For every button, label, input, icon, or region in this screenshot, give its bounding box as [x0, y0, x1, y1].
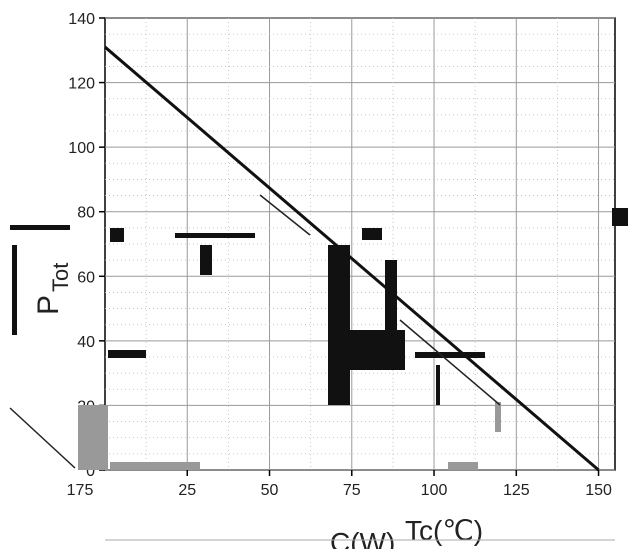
x-tick-label: 100	[421, 482, 448, 499]
x-tick-label: 50	[261, 482, 279, 499]
x-tick-label: 25	[178, 482, 196, 499]
y-axis-title-subscript: Tot	[48, 263, 73, 292]
y-axis-title-main: P	[32, 295, 65, 315]
scan-artifact-band	[9, 194, 628, 470]
x-tick-label: 150	[585, 482, 612, 499]
grid	[105, 17, 615, 471]
x-tick-label: 125	[503, 482, 530, 499]
x-tick-label-corrupted: 175	[67, 482, 94, 499]
y-tick-label: 80	[77, 205, 95, 222]
y-tick-label: 120	[68, 76, 95, 93]
x-tick-label: 75	[343, 482, 361, 499]
series-layer	[104, 45, 600, 472]
y-axis-title: P Tot	[32, 263, 73, 315]
x-axis-title-left: C(W)	[330, 527, 395, 549]
derating-line	[104, 45, 600, 472]
x-tick-labels: 25 50 75 100 125 150	[178, 470, 612, 499]
y-tick-label: 140	[68, 11, 95, 28]
y-tick-label: 40	[77, 334, 95, 351]
y-tick-label: 60	[77, 269, 95, 286]
y-tick-label: 0	[86, 463, 95, 480]
y-tick-label: 100	[68, 140, 95, 157]
x-axis-title: Tc(℃)	[405, 515, 483, 546]
